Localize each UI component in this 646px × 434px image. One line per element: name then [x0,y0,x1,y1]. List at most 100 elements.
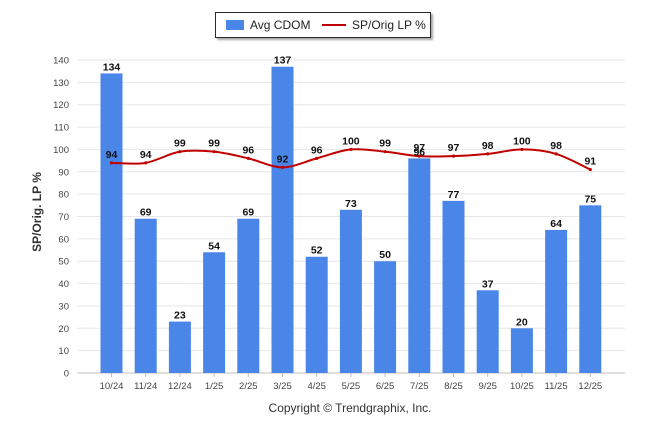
legend-line-swatch [322,24,346,26]
x-tick-label: 4/25 [307,381,326,392]
line-point[interactable] [178,150,182,154]
bar[interactable] [579,205,602,373]
bar[interactable] [408,158,431,373]
line-data-label: 99 [208,138,220,150]
y-tick-label: 90 [58,167,69,178]
x-tick-label: 8/25 [444,381,463,392]
x-tick-label: 12/24 [168,381,192,392]
y-tick-label: 120 [53,100,69,111]
bar-data-label: 52 [311,245,323,257]
y-tick-label: 0 [64,369,69,380]
line-point[interactable] [109,161,114,165]
bar-data-label: 75 [584,193,596,205]
line-data-label: 92 [277,153,289,165]
bar-data-label: 134 [103,61,121,73]
legend-line-label: SP/Orig LP % [352,18,426,32]
y-tick-label: 130 [53,78,69,89]
line-data-label: 91 [584,156,596,168]
line-point[interactable] [486,152,490,156]
line-point[interactable] [554,152,558,156]
copyright-footer: Copyright © Trendgraphix, Inc. [268,401,432,415]
line-data-label: 94 [106,149,118,161]
legend-bar-swatch [226,20,244,30]
bar-data-label: 50 [379,249,391,261]
line-point[interactable] [451,154,456,158]
bar[interactable] [442,200,465,373]
y-tick-label: 50 [58,257,69,268]
x-tick-label: 3/25 [273,381,292,392]
legend: Avg CDOM SP/Orig LP % [215,12,431,38]
line-data-label: 94 [140,149,152,161]
y-tick-label: 70 [58,212,69,223]
x-tick-label: 9/25 [478,381,497,392]
x-tick-label: 11/24 [134,381,157,392]
x-axis-ticks: 10/24 11/24 12/24 1/25 2/25 3/25 4/25 5/25 6/25 7… [100,373,602,392]
bar-data-label: 96 [413,146,425,158]
line-data-label: 96 [311,144,323,156]
legend-item-bar[interactable]: Avg CDOM [226,13,310,37]
x-tick-label: 10/25 [510,381,534,392]
bar[interactable] [374,261,397,373]
y-axis-title: SP/Orig. LP % [30,172,44,252]
bar[interactable] [168,321,191,373]
line-point[interactable] [315,156,319,160]
line-data-label: 100 [513,135,531,147]
bar[interactable] [510,328,533,373]
x-tick-label: 10/24 [100,381,124,392]
bar-data-label: 23 [174,310,186,322]
legend-bar-label: Avg CDOM [250,18,311,32]
bar-data-label: 54 [208,240,220,252]
line-point[interactable] [280,165,285,169]
bar[interactable] [476,290,499,373]
y-axis-ticks: 0 10 20 30 40 50 60 70 80 90 100 110 120 130 140 [53,56,69,380]
line-data-label: 99 [379,138,391,150]
line-data-label: 100 [342,135,360,147]
y-tick-label: 60 [58,234,69,245]
x-tick-label: 5/25 [342,381,361,392]
y-tick-label: 80 [58,190,69,201]
bar[interactable] [305,256,328,373]
line-point[interactable] [144,161,148,165]
line-data-label: 97 [448,142,460,154]
bar[interactable] [545,229,568,373]
line-point[interactable] [588,167,592,172]
bar-data-label: 64 [550,218,562,230]
x-tick-label: 11/25 [545,381,568,392]
bar-data-label: 69 [140,207,152,219]
line-point[interactable] [212,150,216,154]
bar-data-label: 69 [242,207,254,219]
line-point[interactable] [349,147,353,152]
line-data-label: 98 [482,140,494,152]
x-tick-label: 7/25 [410,381,429,392]
bar[interactable] [134,218,157,373]
y-tick-label: 40 [58,279,69,290]
line-data-label: 97 [413,142,425,154]
line-data-label: 96 [242,144,254,156]
x-tick-label: 12/25 [578,381,602,392]
bar[interactable] [100,73,123,374]
y-tick-label: 10 [58,346,69,357]
bar[interactable] [237,218,260,373]
bar[interactable] [271,66,294,373]
y-tick-label: 110 [54,123,69,134]
y-tick-label: 140 [53,56,69,67]
x-tick-label: 6/25 [376,381,395,392]
bar[interactable] [339,209,362,373]
sp-orig-lp-line[interactable] [111,148,591,171]
line-point[interactable] [417,154,421,158]
bar-data-label: 77 [448,189,460,201]
y-tick-label: 100 [53,145,69,156]
y-tick-label: 30 [58,301,69,312]
y-tick-label: 20 [58,324,69,335]
line-data-label: 99 [174,138,186,150]
bar-data-label: 20 [516,316,528,328]
x-tick-label: 1/25 [205,381,224,392]
line-data-label: 98 [550,140,562,152]
line-series [109,147,592,172]
legend-item-line[interactable]: SP/Orig LP % [322,13,426,37]
line-point[interactable] [520,147,524,152]
line-point[interactable] [383,150,387,154]
bar[interactable] [203,252,226,373]
line-point[interactable] [246,156,250,160]
